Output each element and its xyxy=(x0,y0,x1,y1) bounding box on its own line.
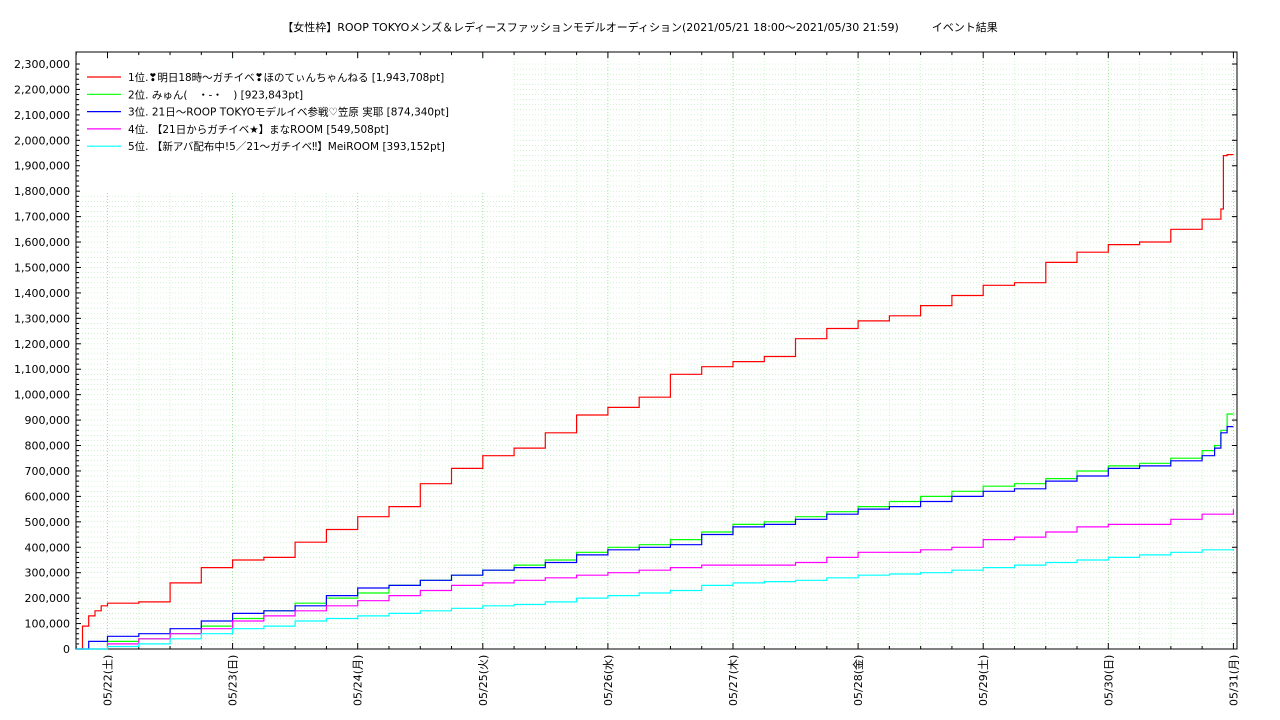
y-tick-label: 200,000 xyxy=(25,592,71,605)
y-tick-label: 2,200,000 xyxy=(14,83,70,96)
legend-label-4: 4位. 【21日からガチイベ★】まなROOM [549,508pt] xyxy=(128,123,389,136)
y-tick-label: 1,200,000 xyxy=(14,338,70,351)
x-tick-label: 05/30(日) xyxy=(1102,655,1115,706)
legend-label-2: 2位. みゅん( ・-・ ) [923,843pt] xyxy=(128,88,303,101)
series-line-5 xyxy=(76,549,1234,650)
legend-label-1: 1位.❣明日18時〜ガチイベ❣ほのてぃんちゃんねる [1,943,708pt] xyxy=(128,71,444,84)
legend-label-5: 5位. 【新アバ配布中!5／21〜ガチイベ‼】MeiROOM [393,152p… xyxy=(128,140,445,153)
x-tick-label: 05/25(火) xyxy=(477,655,490,706)
x-tick-label: 05/22(土) xyxy=(102,655,115,706)
y-tick-label: 700,000 xyxy=(25,465,71,478)
y-tick-label: 1,300,000 xyxy=(14,312,70,325)
y-tick-label: 1,900,000 xyxy=(14,160,70,173)
y-tick-label: 2,000,000 xyxy=(14,134,70,147)
y-tick-label: 600,000 xyxy=(25,490,71,503)
y-tick-label: 1,000,000 xyxy=(14,389,70,402)
legend: 1位.❣明日18時〜ガチイベ❣ほのてぃんちゃんねる [1,943,708pt] 2… xyxy=(80,60,512,192)
plot-frame xyxy=(75,51,1238,650)
x-tick-label: 05/23(日) xyxy=(227,655,240,706)
y-tick-label: 500,000 xyxy=(25,516,71,529)
y-tick-label: 1,700,000 xyxy=(14,211,70,224)
y-axis-ticks: 0 100,000 200,000 300,000 400,000 500,000 600,… xyxy=(14,58,1237,656)
x-tick-label: 05/31(月) xyxy=(1227,655,1240,706)
x-tick-label: 05/29(土) xyxy=(977,655,990,706)
y-tick-label: 0 xyxy=(63,643,70,656)
y-tick-label: 400,000 xyxy=(25,541,71,554)
x-axis-ticks: 05/22(土) 05/23(日) 05/24(月) 05/25(火) 05/26(水)… xyxy=(75,52,1240,706)
series-line-4 xyxy=(76,509,1234,650)
y-tick-label: 800,000 xyxy=(25,440,71,453)
y-tick-label: 2,100,000 xyxy=(14,109,70,122)
x-tick-label: 05/26(水) xyxy=(602,655,615,706)
series-line-3 xyxy=(76,426,1234,650)
chart-title: 【女性枠】ROOP TOKYOメンズ＆レディースファッションモデルオーディション… xyxy=(282,21,998,34)
legend-box xyxy=(80,60,512,192)
y-tick-label: 900,000 xyxy=(25,414,71,427)
y-tick-label: 1,400,000 xyxy=(14,287,70,300)
y-tick-label: 1,800,000 xyxy=(14,185,70,198)
y-tick-label: 1,600,000 xyxy=(14,236,70,249)
y-tick-label: 2,300,000 xyxy=(14,58,70,71)
y-tick-label: 100,000 xyxy=(25,618,71,631)
y-tick-label: 1,100,000 xyxy=(14,363,70,376)
x-tick-label: 05/28(金) xyxy=(851,655,865,706)
legend-label-3: 3位. 21日〜ROOP TOKYOモデルイベ参戦♡笠原 実耶 [874,340… xyxy=(128,106,449,119)
y-tick-label: 1,500,000 xyxy=(14,261,70,274)
series-lines xyxy=(76,154,1234,650)
y-tick-label: 300,000 xyxy=(25,567,71,580)
x-tick-label: 05/24(月) xyxy=(352,655,365,706)
series-line-1 xyxy=(76,154,1234,650)
x-tick-label: 05/27(木) xyxy=(727,655,740,706)
